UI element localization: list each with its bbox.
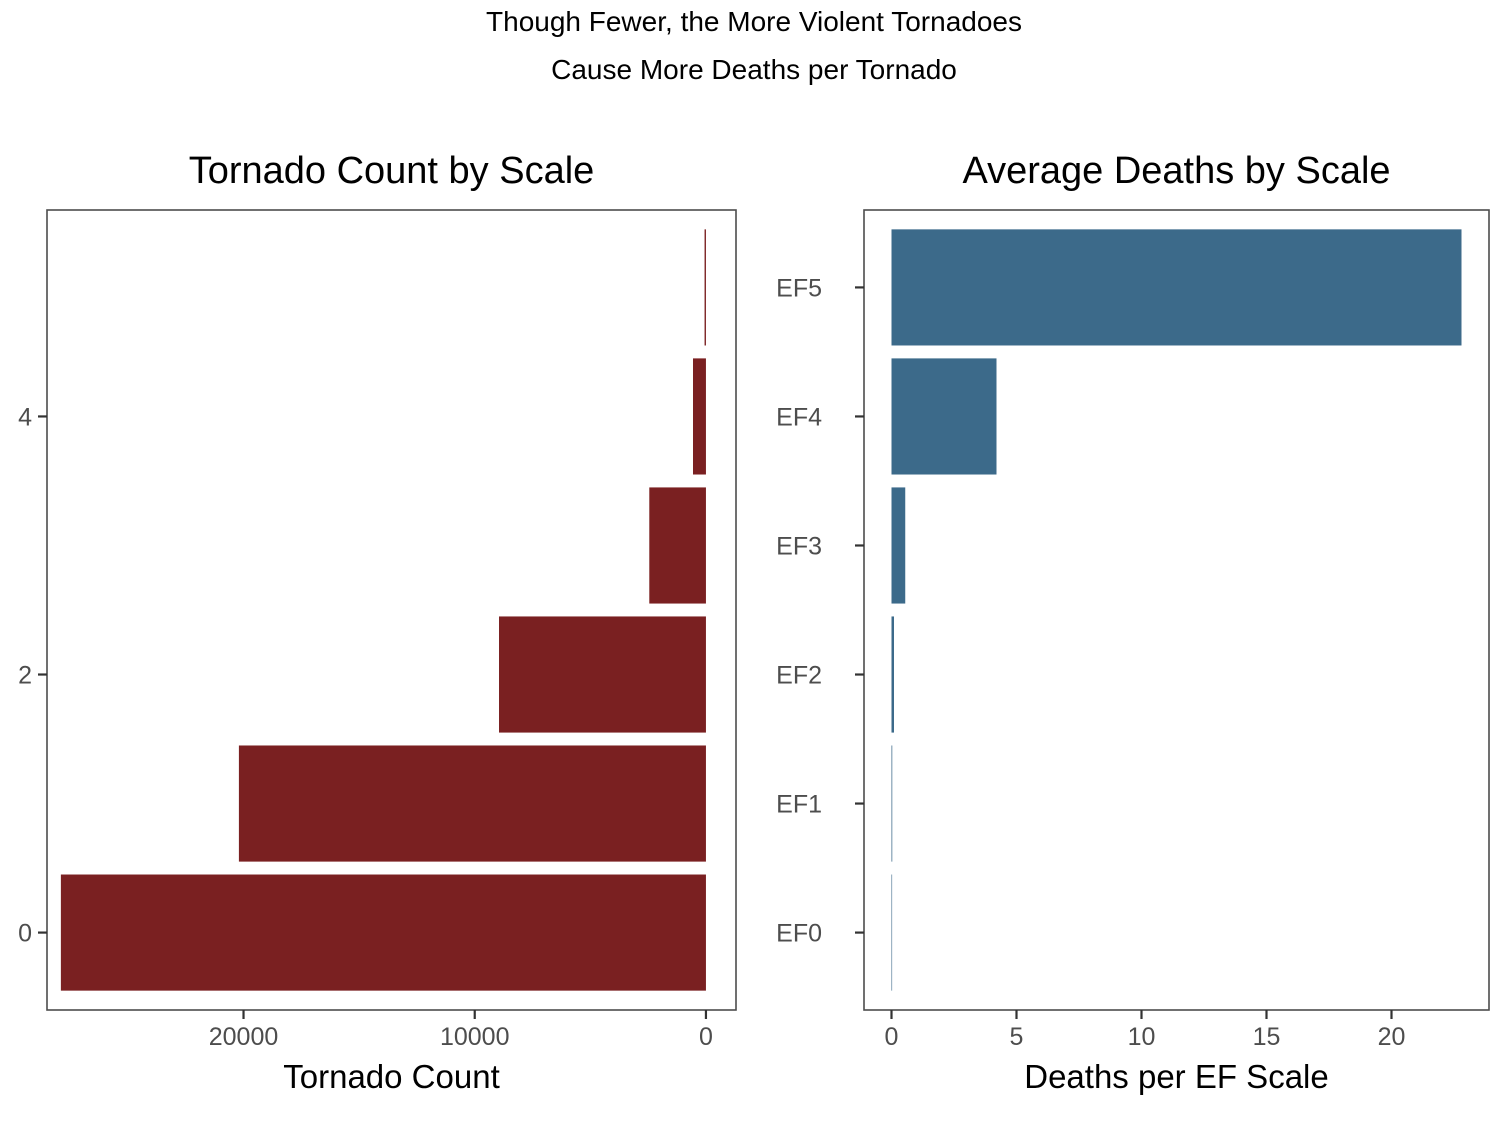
bar-4 (692, 358, 706, 475)
tornado-count-panel: Tornado Count by Scale 20000 10000 0 0 2 4 Torn… (18, 150, 737, 1095)
y-category-label: EF0 (776, 920, 822, 948)
x-tick-label: 5 (1010, 1023, 1024, 1051)
average-deaths-panel: Average Deaths by Scale 0 5 10 15 20 EF0 EF1 EF2… (776, 150, 1490, 1095)
x-axis-label: Deaths per EF Scale (1024, 1058, 1328, 1095)
bar-1 (238, 745, 706, 862)
bar-ef1 (891, 745, 893, 862)
y-category-label: EF1 (776, 791, 822, 819)
y-category-label: EF2 (776, 662, 822, 690)
bar-ef2 (891, 616, 894, 733)
y-category-label: EF3 (776, 532, 822, 560)
x-tick-label: 10000 (440, 1023, 510, 1051)
x-tick-label: 0 (699, 1023, 713, 1051)
y-tick-label: 0 (18, 920, 32, 948)
panel-title: Tornado Count by Scale (189, 150, 595, 192)
figure-title-line-1: Though Fewer, the More Violent Tornadoes (486, 6, 1022, 37)
bar-ef0 (891, 874, 893, 991)
x-tick-label: 15 (1253, 1023, 1281, 1051)
bar-ef3 (891, 487, 906, 604)
x-tick-label: 20000 (209, 1023, 279, 1051)
bar-ef5 (891, 229, 1462, 346)
bar-3 (649, 487, 706, 604)
y-tick-label: 4 (18, 403, 32, 431)
bar-5 (704, 229, 706, 346)
figure-title-line-2: Cause More Deaths per Tornado (551, 54, 957, 85)
bar-ef4 (891, 358, 997, 475)
y-category-label: EF4 (776, 403, 822, 431)
x-tick-label: 0 (885, 1023, 899, 1051)
panel-border (863, 209, 1490, 1011)
panel-title: Average Deaths by Scale (962, 150, 1390, 192)
y-category-label: EF5 (776, 274, 822, 302)
bar-2 (499, 616, 706, 733)
bar-0 (60, 874, 706, 991)
x-tick-label: 20 (1378, 1023, 1406, 1051)
panel-border (46, 209, 737, 1011)
x-tick-label: 10 (1128, 1023, 1156, 1051)
x-axis-label: Tornado Count (283, 1058, 499, 1095)
y-tick-label: 2 (18, 662, 32, 690)
